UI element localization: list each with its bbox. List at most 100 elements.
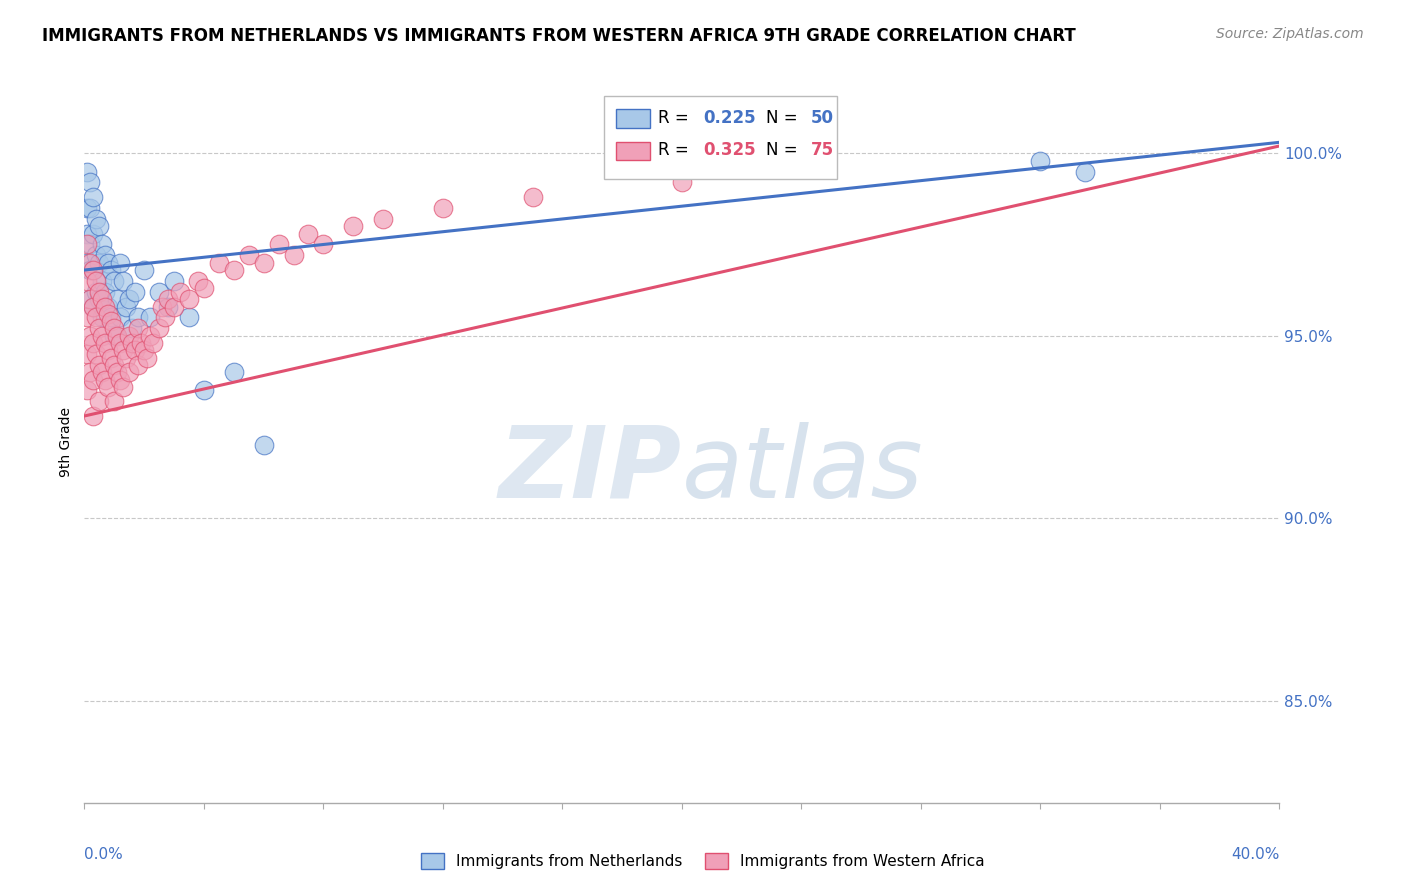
Text: 0.0%: 0.0% [84, 847, 124, 862]
Point [79, 263, 101, 277]
Point [94, 300, 117, 314]
Point [132, 343, 156, 358]
Point [82, 372, 104, 386]
Point [342, 219, 364, 234]
Point [91, 274, 114, 288]
Point [82, 336, 104, 351]
Y-axis label: 9th Grade: 9th Grade [59, 407, 73, 476]
Point [671, 176, 693, 190]
Point [89, 292, 111, 306]
Point [127, 321, 149, 335]
Point [1029, 153, 1052, 168]
Point [139, 328, 162, 343]
Point [177, 310, 200, 325]
Point [142, 336, 165, 351]
Point [89, 219, 111, 234]
Point [103, 358, 125, 372]
Point [100, 263, 122, 277]
Point [127, 310, 149, 325]
Text: 50: 50 [811, 109, 834, 127]
Point [89, 285, 111, 299]
Point [110, 256, 132, 270]
Point [253, 438, 276, 452]
Point [86, 248, 108, 262]
Point [105, 292, 128, 306]
Point [118, 328, 141, 343]
Point [105, 328, 128, 343]
Point [76, 347, 98, 361]
Point [129, 336, 152, 351]
Point [82, 300, 104, 314]
Point [127, 358, 149, 372]
Point [103, 394, 125, 409]
Point [89, 394, 111, 409]
Text: atlas: atlas [682, 422, 924, 519]
Point [76, 164, 98, 178]
Point [79, 292, 101, 306]
Point [94, 372, 117, 386]
FancyBboxPatch shape [616, 142, 650, 161]
Point [121, 336, 143, 351]
Point [522, 190, 544, 204]
Point [110, 336, 132, 351]
Point [187, 274, 209, 288]
Point [86, 347, 108, 361]
Point [118, 292, 141, 306]
Point [100, 351, 122, 365]
Point [283, 248, 305, 262]
Point [112, 343, 135, 358]
Point [1074, 164, 1097, 178]
Point [110, 310, 132, 325]
Point [97, 256, 120, 270]
Text: IMMIGRANTS FROM NETHERLANDS VS IMMIGRANTS FROM WESTERN AFRICA 9TH GRADE CORRELAT: IMMIGRANTS FROM NETHERLANDS VS IMMIGRANT… [42, 27, 1076, 45]
Point [105, 365, 128, 379]
Point [94, 248, 117, 262]
Point [94, 285, 117, 299]
Point [79, 176, 101, 190]
Point [103, 328, 125, 343]
Point [76, 310, 98, 325]
Point [312, 237, 335, 252]
Point [222, 365, 245, 379]
Point [76, 256, 98, 270]
Point [79, 201, 101, 215]
Point [82, 263, 104, 277]
FancyBboxPatch shape [605, 96, 838, 179]
Point [91, 292, 114, 306]
Point [132, 263, 156, 277]
Point [112, 274, 135, 288]
Point [82, 409, 104, 423]
Point [82, 190, 104, 204]
Point [76, 227, 98, 241]
Point [103, 274, 125, 288]
Point [118, 365, 141, 379]
Point [79, 292, 101, 306]
Point [115, 300, 138, 314]
Point [79, 365, 101, 379]
Point [76, 384, 98, 398]
Point [432, 201, 454, 215]
Point [157, 292, 180, 306]
Point [208, 256, 231, 270]
Text: N =: N = [766, 109, 803, 127]
Point [193, 281, 215, 295]
Point [148, 285, 170, 299]
Text: 40.0%: 40.0% [1232, 847, 1279, 862]
Point [253, 256, 276, 270]
Point [373, 211, 395, 226]
Point [97, 343, 120, 358]
Point [94, 336, 117, 351]
Point [91, 237, 114, 252]
Point [163, 274, 186, 288]
Point [100, 310, 122, 325]
Point [89, 321, 111, 335]
Text: 75: 75 [811, 141, 834, 160]
Point [86, 310, 108, 325]
Text: 0.225: 0.225 [703, 109, 756, 127]
Point [91, 365, 114, 379]
Point [139, 310, 162, 325]
Text: R =: R = [658, 109, 695, 127]
Text: Source: ZipAtlas.com: Source: ZipAtlas.com [1216, 27, 1364, 41]
Text: 0.325: 0.325 [703, 141, 756, 160]
Point [79, 256, 101, 270]
